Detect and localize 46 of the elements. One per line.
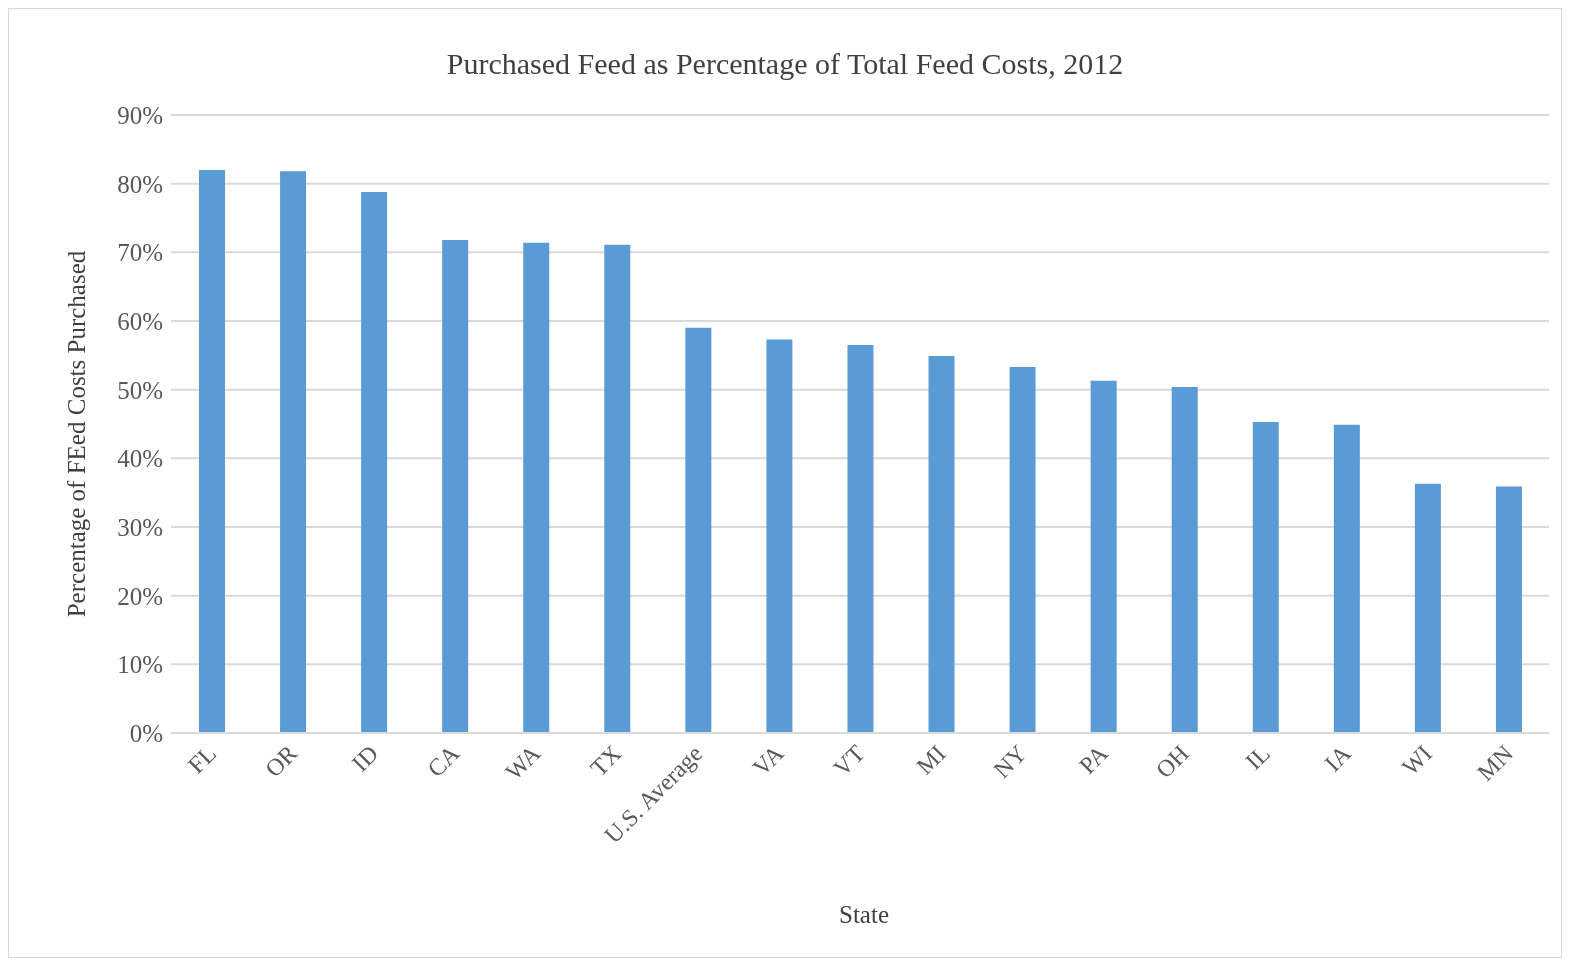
x-tick-label: IL: [1240, 740, 1275, 775]
x-axis-title: State: [838, 901, 890, 929]
y-axis-title: Percentage of FEed Costs Purchased: [63, 250, 91, 618]
x-tick-label: VA: [747, 739, 789, 781]
y-tick-label: 70%: [117, 239, 163, 267]
x-tick-label: OH: [1150, 740, 1194, 784]
y-tick-label: 0%: [129, 719, 163, 747]
x-tick-label: FL: [182, 740, 222, 779]
bar: [442, 239, 469, 733]
bar: [766, 339, 793, 733]
x-tick-label: MN: [1472, 740, 1519, 786]
y-tick-label: 40%: [117, 445, 163, 473]
bar: [685, 327, 712, 733]
y-tick-label: 10%: [117, 651, 163, 679]
x-tick-label: WA: [500, 739, 546, 785]
bar: [280, 171, 307, 733]
bar: [1090, 380, 1117, 733]
x-tick-label: TX: [585, 740, 627, 782]
x-tick-label: IA: [1319, 739, 1357, 777]
y-tick-label: 30%: [117, 513, 163, 541]
y-tick-label: 60%: [117, 307, 163, 335]
bar: [361, 191, 388, 733]
x-tick-label: NY: [988, 740, 1032, 784]
bar: [1171, 386, 1198, 733]
chart-title: Purchased Feed as Percentage of Total Feed Costs, 2012: [445, 47, 1125, 81]
bar: [847, 345, 874, 733]
y-tick-label: 20%: [117, 582, 163, 610]
x-tick-label: CA: [422, 739, 465, 783]
x-tick-label: MI: [911, 740, 951, 780]
bar: [1414, 483, 1441, 733]
x-tick-label: OR: [260, 740, 303, 783]
bar: [1009, 367, 1036, 733]
y-tick-label: 90%: [117, 101, 163, 129]
bar: [199, 169, 225, 733]
y-tick-label: 50%: [117, 376, 163, 404]
bar: [523, 242, 550, 733]
y-tick-label: 80%: [117, 170, 163, 198]
bar: [928, 356, 955, 733]
bar: [1495, 486, 1522, 733]
bar: [604, 244, 631, 733]
bar: [1252, 421, 1279, 733]
x-tick-label: VT: [828, 739, 870, 782]
x-tick-label: PA: [1074, 739, 1114, 779]
x-tick-label: WI: [1396, 740, 1437, 781]
x-tick-label: ID: [346, 740, 384, 777]
bar: [1333, 424, 1360, 733]
